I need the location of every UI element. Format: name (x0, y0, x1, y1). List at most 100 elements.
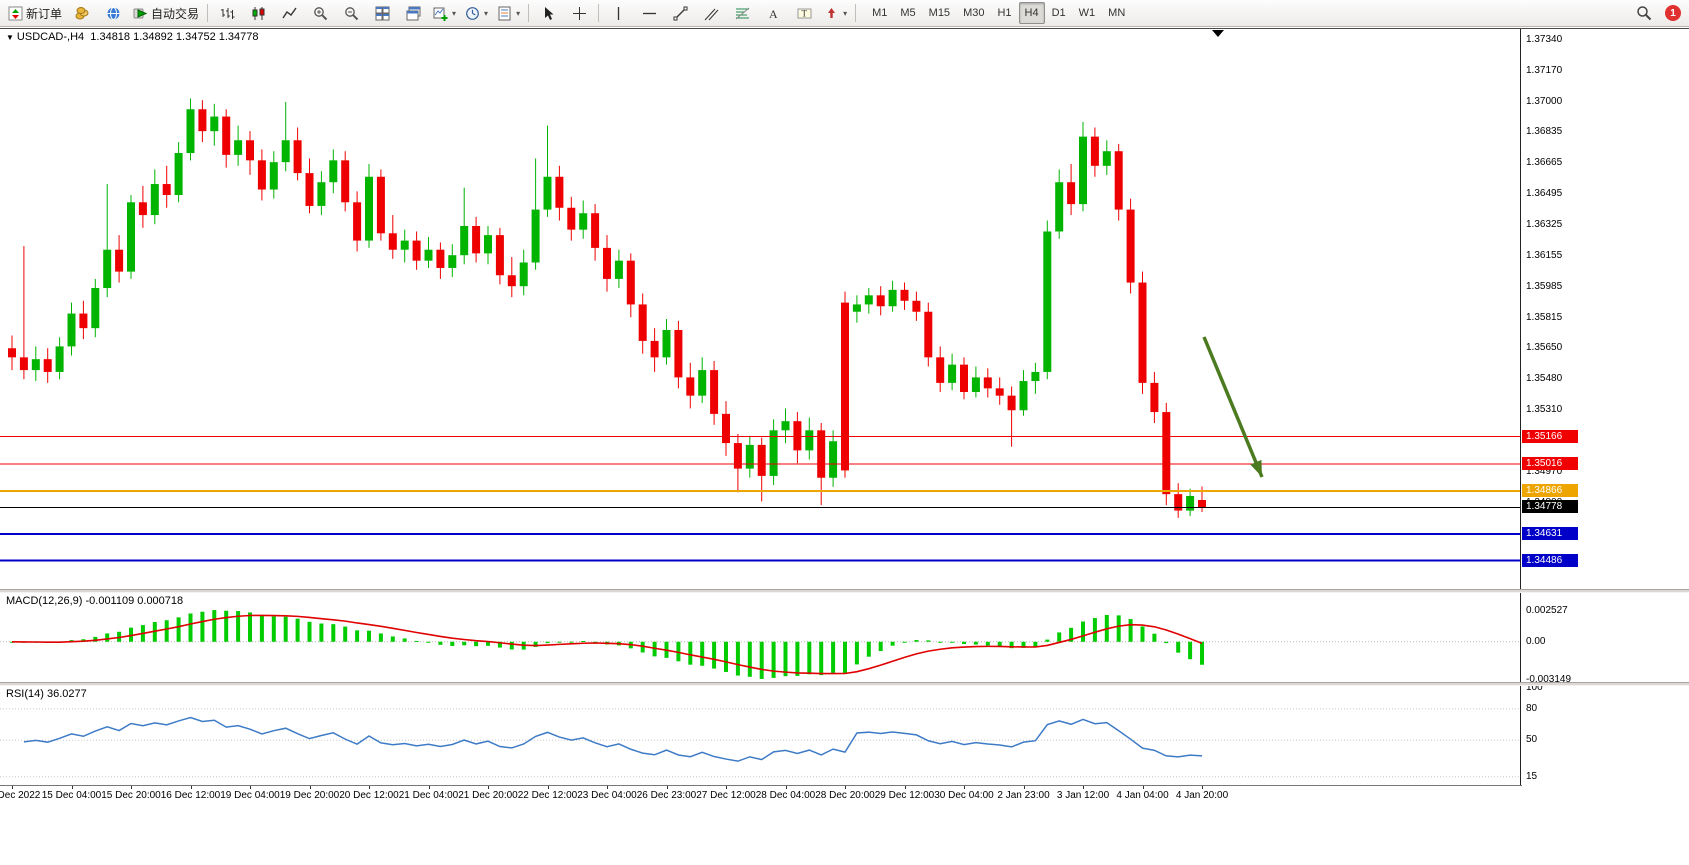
templates-button[interactable]: ▾ (493, 1, 524, 25)
time-axis-tick (12, 786, 13, 789)
autotrading-label: 自动交易 (151, 6, 200, 21)
text-label-tool-button[interactable]: T (789, 1, 819, 25)
price-axis-label: 1.37170 (1526, 64, 1563, 76)
text-tool-button[interactable]: A (758, 1, 788, 25)
trendline-tool-button[interactable] (665, 1, 695, 25)
timeframe-button-W1[interactable]: W1 (1078, 7, 1096, 19)
timeframe-button-H4[interactable]: H4 (1018, 2, 1045, 24)
macd-values: -0.001109 0.000718 (85, 595, 184, 607)
horizontal-line-tool-button[interactable] (634, 1, 664, 25)
timeframe-button-M30[interactable]: M30 (963, 7, 985, 19)
time-axis-tick (309, 786, 311, 789)
time-axis-label: 2 Jan 23:00 (997, 790, 1050, 801)
price-axis-label: 1.36835 (1526, 126, 1563, 138)
search-icon (1636, 5, 1652, 21)
time-axis-label: 23 Dec 04:00 (577, 790, 637, 801)
template-icon (497, 6, 512, 21)
candlestick-chart-button[interactable] (243, 1, 273, 25)
main-toolbar: 新订单 自动交易 (0, 0, 1689, 27)
window-list-button[interactable] (398, 1, 428, 25)
timeframe-button-M15[interactable]: M15 (928, 7, 951, 19)
crosshair-button[interactable] (564, 1, 594, 25)
autotrading-play-icon (133, 6, 148, 21)
profiles-button[interactable]: ▾ (461, 1, 492, 25)
notification-badge[interactable]: 1 (1665, 5, 1681, 21)
vertical-line-tool-button[interactable] (603, 1, 633, 25)
bar-chart-button[interactable] (212, 1, 242, 25)
trend-arrow[interactable] (1202, 336, 1264, 478)
macd-label: MACD(12,26,9) (6, 595, 83, 607)
time-axis-label: 4 Jan 04:00 (1116, 790, 1169, 801)
timeframe-button-D1[interactable]: D1 (1051, 7, 1066, 19)
zoom-out-button[interactable] (336, 1, 366, 25)
timeframe-button-M5[interactable]: M5 (900, 7, 916, 19)
time-axis-label: 21 Dec 20:00 (458, 790, 518, 801)
price-badge: 1.34631 (1522, 527, 1578, 541)
chevron-down-icon: ▾ (516, 8, 521, 18)
panel-splitter[interactable] (0, 589, 1689, 593)
macd-scale-label: 0.00 (1526, 635, 1546, 647)
gold-button[interactable] (67, 1, 97, 25)
time-axis-label: 21 Dec 04:00 (398, 790, 459, 801)
rsi-chart (0, 708, 1520, 778)
equidistant-channel-icon (704, 6, 719, 21)
crosshair-icon (572, 6, 587, 21)
arrows-tool-button[interactable]: ▾ (820, 1, 851, 25)
panel-splitter[interactable] (0, 682, 1689, 686)
toolbar-separator (207, 4, 209, 22)
cascade-windows-icon (406, 6, 421, 21)
rsi-scale-label: 15 (1526, 770, 1538, 782)
zoom-in-button[interactable] (305, 1, 335, 25)
price-axis-label: 1.37000 (1526, 95, 1563, 107)
time-axis-tick (845, 786, 846, 789)
fibonacci-tool-button[interactable] (727, 1, 757, 25)
chart-header: ▼ USDCAD-,H4 1.34818 1.34892 1.34752 1.34… (6, 31, 259, 43)
autotrading-button[interactable]: 自动交易 (129, 1, 203, 25)
chart-shift-marker[interactable] (1212, 30, 1224, 37)
candlesticks (8, 98, 1206, 518)
time-axis-tick (1023, 786, 1025, 789)
new-chart-button[interactable]: ▾ (429, 1, 460, 25)
price-axis-label: 1.36665 (1526, 157, 1563, 169)
time-axis-tick (1142, 786, 1144, 789)
timeframe-button-M1[interactable]: M1 (872, 7, 888, 19)
time-axis-label: 15 Dec 20:00 (101, 790, 161, 801)
macd-chart (0, 610, 1520, 679)
search-button[interactable] (1629, 1, 1659, 25)
rsi-value: 36.0277 (46, 688, 87, 700)
macd-signal-line (11, 614, 1203, 675)
line-chart-button[interactable] (274, 1, 304, 25)
chevron-down-icon: ▾ (484, 8, 489, 18)
new-order-button[interactable]: 新订单 (4, 1, 66, 25)
svg-text:A: A (769, 7, 778, 21)
price-axis-label: 1.35650 (1526, 342, 1563, 354)
tile-windows-icon (375, 6, 390, 21)
chart-symbol-period: USDCAD-,H4 (16, 31, 85, 43)
rsi-panel: RSI(14) 36.0277 (0, 686, 1520, 784)
time-axis-tick (1202, 786, 1203, 789)
time-axis-label: 27 Dec 12:00 (696, 790, 756, 801)
time-axis-label: 30 Dec 04:00 (934, 790, 994, 801)
price-axis-label: 1.34970 (1526, 466, 1563, 478)
community-button[interactable] (98, 1, 128, 25)
time-axis-tick (1083, 786, 1084, 789)
ohlc-toggle-icon[interactable]: ▼ (6, 33, 14, 42)
zoom-out-icon (344, 6, 359, 21)
time-axis-label: 14 Dec 2022 (0, 790, 41, 801)
cursor-button[interactable] (533, 1, 563, 25)
rsi-label: RSI(14) (6, 688, 44, 700)
rsi-header: RSI(14) 36.0277 (6, 688, 87, 700)
time-axis-label: 15 Dec 04:00 (41, 790, 102, 801)
channel-tool-button[interactable] (696, 1, 726, 25)
price-badge: 1.35016 (1522, 456, 1578, 470)
tile-windows-button[interactable] (367, 1, 397, 25)
new-order-label: 新订单 (26, 6, 63, 21)
price-axis-label: 1.35815 (1526, 312, 1563, 324)
timeframe-button-MN[interactable]: MN (1108, 7, 1126, 19)
price-badge: 1.34778 (1522, 500, 1578, 514)
price-scale-column[interactable]: 1.37340 1.37170 1.37000 1.36835 1.36665 1.364… (1522, 29, 1689, 803)
price-badge: 1.35166 (1522, 429, 1578, 443)
timeframe-button-H1[interactable]: H1 (997, 7, 1012, 19)
globe-icon (106, 6, 121, 21)
